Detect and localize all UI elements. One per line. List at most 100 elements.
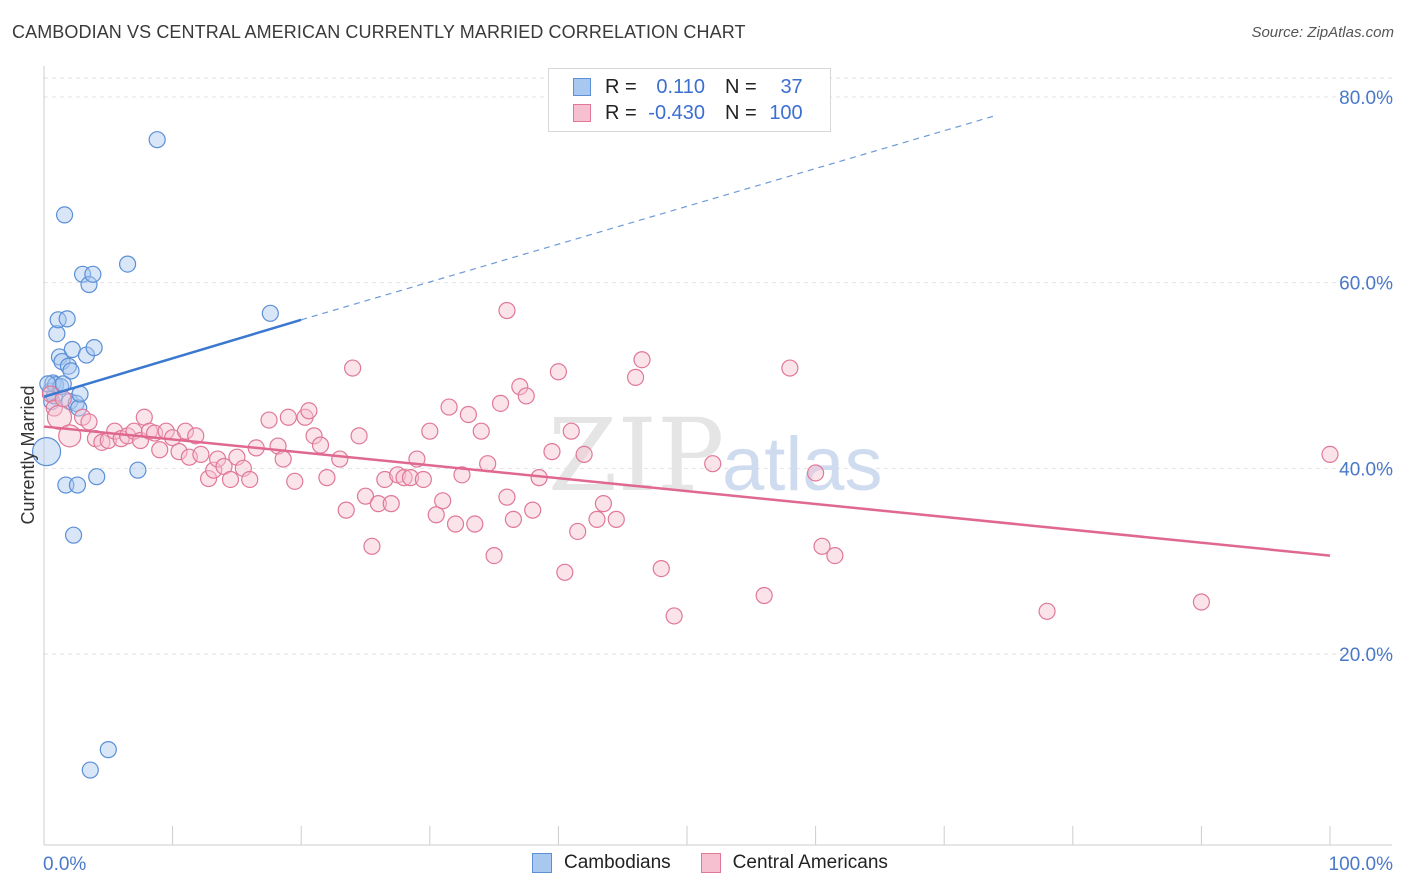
y-tick-label: 80.0% (1339, 88, 1393, 109)
data-point-central-americans (562, 422, 580, 440)
data-point-central-americans (421, 422, 439, 440)
data-point-central-americans (594, 495, 613, 513)
data-point-central-americans (279, 408, 297, 426)
data-point-central-americans (192, 445, 210, 464)
trend-line-central-americans (43, 425, 1331, 557)
data-point-central-americans (1038, 602, 1056, 620)
data-point-central-americans (369, 495, 387, 513)
grid-lines (44, 77, 1392, 655)
data-point-central-americans (543, 443, 561, 461)
data-point-central-americans (549, 363, 568, 381)
x-tick-label: 100.0% (1329, 854, 1394, 875)
data-point-central-americans (151, 441, 169, 459)
data-point-central-americans (485, 546, 503, 565)
series-legend-cambodians[interactable]: Cambodians (532, 852, 671, 874)
data-point-central-americans (504, 510, 522, 528)
legend-n-value: 100 (769, 101, 803, 124)
data-point-central-americans (395, 469, 413, 487)
data-point-central-americans (350, 427, 368, 445)
trend-line-cambodians-extension (301, 114, 996, 321)
data-point-central-americans (80, 413, 98, 431)
legend-r-label: R = (605, 101, 637, 124)
y-tick-label: 40.0% (1339, 459, 1393, 480)
data-point-central-americans (311, 436, 330, 454)
series-swatch-central-americans (700, 853, 721, 873)
data-point-central-americans (260, 411, 278, 429)
y-tick-label: 20.0% (1339, 645, 1393, 666)
data-point-cambodians (99, 741, 117, 759)
data-point-central-americans (170, 443, 188, 461)
y-tick-label: 60.0% (1339, 274, 1393, 295)
data-point-central-americans (305, 427, 323, 445)
data-point-cambodians (59, 357, 78, 375)
legend-swatch-cambodians (573, 78, 591, 96)
data-point-cambodians (31, 437, 62, 467)
data-point-central-americans (813, 537, 831, 555)
data-point-central-americans (337, 501, 355, 519)
data-point-cambodians (129, 461, 147, 479)
trend-line-cambodians (43, 318, 302, 399)
trend-lines (43, 114, 1331, 557)
data-point-central-americans (414, 470, 432, 489)
data-point-central-americans (356, 487, 375, 505)
series-label-central-americans: Central Americans (732, 852, 888, 873)
data-point-cambodians (49, 311, 67, 329)
data-point-central-americans (241, 470, 259, 489)
data-point-central-americans (318, 469, 336, 487)
data-point-central-americans (511, 378, 529, 396)
data-point-central-americans (331, 450, 349, 468)
legend-row-cambodians: R = 0.110 N = 37 (573, 75, 803, 99)
legend-n-label: N = (725, 101, 757, 124)
data-point-central-americans (607, 510, 625, 528)
data-point-central-americans (498, 488, 516, 506)
data-point-central-americans (434, 492, 452, 510)
legend: R = 0.110 N = 37 R = -0.430 N = 100 (548, 68, 831, 132)
data-point-central-americans (221, 470, 240, 489)
data-point-cambodians (70, 399, 88, 417)
data-point-central-americans (472, 422, 490, 440)
data-point-central-americans (187, 427, 205, 445)
data-point-central-americans (363, 537, 381, 555)
data-point-central-americans (446, 515, 465, 533)
data-point-central-americans (491, 394, 510, 412)
watermark-zip: ZIP (548, 397, 724, 514)
data-point-central-americans (517, 387, 535, 405)
data-point-central-americans (626, 368, 645, 386)
data-point-cambodians (80, 275, 98, 294)
data-point-cambodians (64, 526, 83, 544)
data-point-cambodians (55, 206, 74, 224)
x-tick-label: 0.0% (43, 854, 86, 875)
data-point-central-americans (652, 559, 670, 578)
data-point-central-americans (440, 398, 458, 416)
axes (43, 66, 1392, 846)
legend-r-value: -0.430 (648, 101, 705, 124)
data-point-central-americans (569, 522, 587, 541)
data-point-central-americans (401, 469, 420, 487)
legend-n-value: 37 (780, 75, 803, 98)
series-legend-central-americans[interactable]: Central Americans (700, 852, 888, 874)
data-point-central-americans (575, 445, 593, 464)
data-point-cambodians (58, 310, 76, 328)
series-label-cambodians: Cambodians (564, 852, 671, 873)
data-point-cambodians (81, 761, 99, 779)
data-point-central-americans (826, 546, 844, 565)
data-point-cambodians (118, 255, 137, 273)
data-point-central-americans (1321, 445, 1339, 464)
chart-title: CAMBODIAN VS CENTRAL AMERICAN CURRENTLY … (12, 22, 746, 42)
data-point-cambodians (261, 304, 279, 322)
watermark-atlas: atlas (722, 422, 883, 507)
series-swatch-cambodians (532, 853, 552, 873)
data-point-central-americans (45, 399, 63, 417)
data-point-cambodians (48, 325, 66, 343)
data-point-cambodians (62, 362, 80, 380)
source-label: Source: ZipAtlas.com (1251, 24, 1394, 41)
data-point-cambodians (148, 131, 166, 149)
data-point-central-americans (176, 422, 195, 440)
data-point-central-americans (466, 515, 484, 533)
data-point-central-americans (205, 461, 223, 479)
data-point-central-americans (755, 586, 773, 605)
legend-row-central-americans: R = -0.430 N = 100 (573, 101, 803, 125)
data-point-cambodians (39, 375, 57, 393)
data-point-central-americans (588, 510, 606, 528)
